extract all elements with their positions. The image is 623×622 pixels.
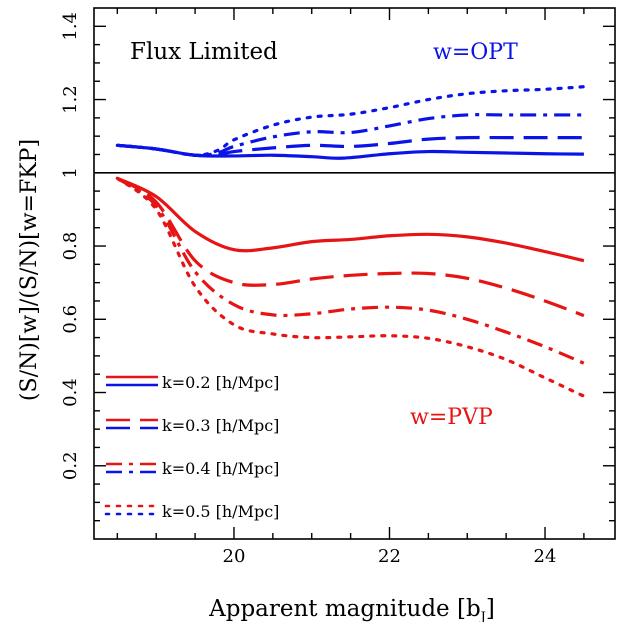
legend-entry-k04: k=0.4 [h/Mpc] [106, 459, 279, 478]
y-tick-label: 0.4 [60, 378, 81, 407]
legend-label: k=0.2 [h/Mpc] [162, 373, 279, 392]
x-tick-label: 20 [223, 546, 246, 567]
series-pvp-k04 [116, 176, 585, 365]
y-axis-label: (S/N)[w]/(S/N)[w=FKP] [17, 139, 42, 401]
x-axis-label: Apparent magnitude [bJ] [208, 596, 495, 622]
legend-label: k=0.4 [h/Mpc] [162, 459, 279, 478]
x-axis-label-main: Apparent magnitude [b [208, 596, 481, 622]
y-tick-label: 0.6 [60, 305, 81, 334]
x-axis-label-close: ] [486, 596, 495, 622]
series-pvp-k05 [115, 176, 586, 398]
plot-frame [93, 7, 616, 540]
series-layer [115, 85, 586, 398]
y-tick-label: 0.8 [60, 232, 81, 261]
y-tick-label: 1.2 [60, 85, 81, 114]
legend-label: k=0.5 [h/Mpc] [162, 502, 279, 521]
series-opt-k02 [117, 143, 584, 160]
legend: k=0.2 [h/Mpc] k=0.3 [h/Mpc] k=0.4 [h/Mpc… [104, 373, 279, 521]
legend-label: k=0.3 [h/Mpc] [162, 416, 279, 435]
axis-ticks [94, 8, 615, 539]
flux-limited-label: Flux Limited [130, 39, 278, 65]
y-tick-label: 1.4 [60, 12, 81, 41]
series-opt-k05 [115, 85, 586, 157]
opt-label: w=OPT [433, 40, 518, 65]
legend-entry-k05: k=0.5 [h/Mpc] [104, 502, 279, 521]
x-tick-label: 22 [378, 546, 401, 567]
legend-entry-k02: k=0.2 [h/Mpc] [106, 373, 279, 392]
legend-entry-k03: k=0.3 [h/Mpc] [106, 416, 279, 435]
series-pvp-k02 [116, 176, 585, 263]
series-pvp-k03 [116, 176, 585, 318]
tick-labels: 20 22 24 0.2 0.4 0.6 0.8 1 1.2 1.4 [60, 12, 556, 567]
series-opt-k04 [117, 113, 584, 157]
y-tick-label: 1 [60, 167, 81, 178]
y-tick-label: 0.2 [60, 451, 81, 480]
x-axis-label-sub: J [479, 610, 486, 622]
pvp-label: w=PVP [410, 405, 493, 430]
x-tick-label: 24 [534, 546, 557, 567]
